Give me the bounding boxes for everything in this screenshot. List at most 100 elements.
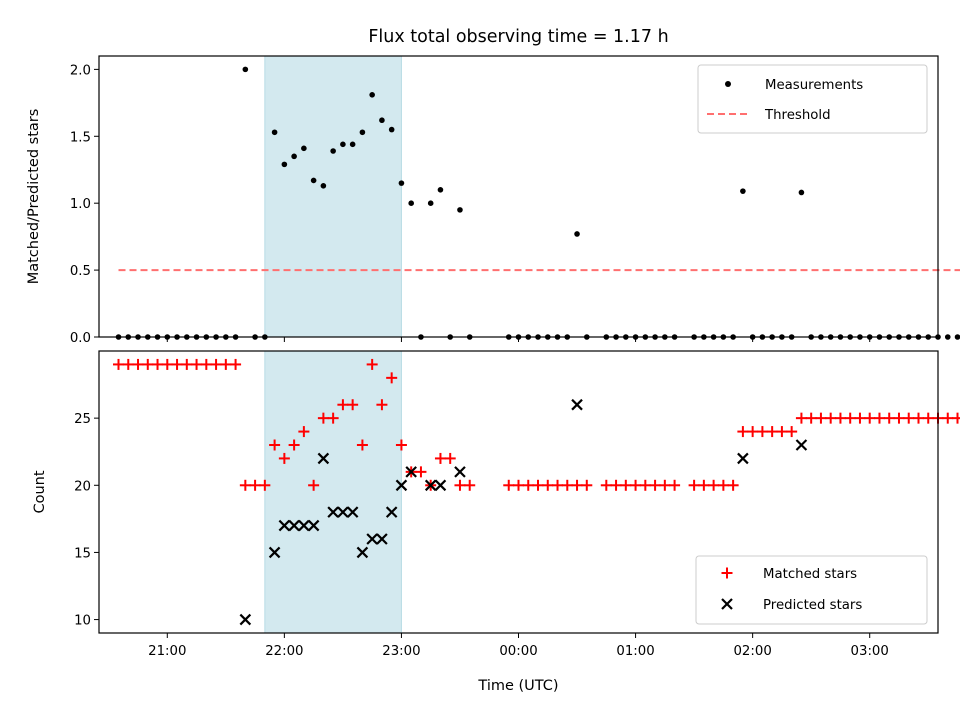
matched-star-point: [366, 358, 378, 370]
matched-star-point: [298, 426, 310, 438]
matched-star-point: [649, 479, 661, 491]
matched-star-point: [552, 479, 564, 491]
matched-star-point: [864, 412, 876, 424]
bottom-x-axis-ticks: 21:00 22:00 23:00 00:00 01:00 02:00 03:00: [148, 633, 889, 659]
matched-star-point: [922, 412, 934, 424]
bottom-legend-box: [695, 555, 928, 625]
measurement-point: [242, 66, 249, 73]
matched-stars-legend-symbol: [721, 567, 733, 579]
x-tick-label: 01:00: [616, 644, 654, 659]
predicted-star-point: [288, 519, 300, 532]
matched-star-point: [669, 479, 681, 491]
measurement-point: [359, 129, 366, 136]
predicted-star-point: [307, 519, 320, 532]
measurement-point: [740, 188, 746, 194]
matched-star-point: [454, 479, 466, 491]
y-tick-label: 15: [74, 546, 91, 561]
matched-star-point: [844, 412, 856, 424]
x-tick-label: 03:00: [851, 644, 889, 659]
matched-star-point: [776, 426, 788, 438]
predicted-star-point: [346, 506, 359, 518]
x-tick-label: 02:00: [733, 644, 771, 659]
measurement-point: [320, 182, 327, 189]
matched-star-point: [327, 412, 339, 424]
matched-star-point: [805, 412, 817, 424]
matched-star-point: [737, 426, 749, 438]
x-axis-label: Time (UTC): [477, 678, 558, 694]
matched-star-point: [883, 412, 895, 424]
matched-star-point: [834, 412, 846, 424]
y-tick-label: 0.5: [70, 264, 91, 279]
bottom-y-axis-label: Count: [32, 470, 48, 513]
predicted-star-point: [268, 546, 281, 559]
matched-star-point: [171, 358, 183, 370]
matched-star-point: [434, 452, 446, 464]
y-tick-label: 1.0: [70, 197, 91, 212]
y-tick-label: 20: [74, 479, 91, 494]
predicted-star-point: [327, 506, 339, 518]
matched-star-point: [142, 358, 154, 370]
predicted-star-point: [239, 613, 252, 626]
measurement-point: [340, 141, 346, 148]
top-legend-box: [697, 64, 928, 134]
matched-star-point: [464, 479, 476, 491]
measurement-point: [301, 145, 307, 152]
matched-star-point: [542, 479, 554, 491]
matched-star-point: [376, 399, 388, 411]
matched-star-point: [825, 412, 837, 424]
matched-star-point: [639, 479, 651, 491]
predicted-stars-legend-symbol: [721, 598, 733, 610]
measurement-point: [379, 117, 385, 124]
top-y-axis-label: Matched/Predicted stars: [26, 109, 42, 285]
measurement-point: [291, 153, 297, 160]
y-tick-label: 2.0: [70, 63, 91, 78]
predicted-star-point: [298, 519, 310, 532]
matched-star-point: [386, 372, 398, 384]
top-x-axis-ticks: [166, 337, 871, 342]
observing-window-shading: [264, 350, 402, 634]
predicted-star-point: [795, 439, 808, 451]
matched-star-point: [308, 479, 320, 491]
count-panel: 10 15 20 25 21:00 22:00 23:00 00:00 01:00 02:00 0…: [32, 350, 960, 694]
predicted-star-point: [434, 479, 447, 492]
matched-star-point: [132, 358, 144, 370]
matched-star-point: [659, 479, 671, 491]
measurement-point: [310, 177, 317, 184]
matched-star-point: [942, 412, 954, 424]
matched-star-point: [786, 426, 798, 438]
measurement-point: [944, 334, 951, 340]
matched-star-point: [522, 479, 534, 491]
matched-star-point: [395, 439, 407, 451]
matched-star-point: [269, 439, 281, 451]
matched-star-point: [815, 412, 827, 424]
matched-star-point: [191, 358, 203, 370]
measurement-point: [427, 200, 434, 206]
matched-star-point: [766, 426, 778, 438]
measurements-legend-label: Measurements: [765, 78, 863, 93]
measurement-point: [954, 334, 960, 340]
matched-star-point: [571, 479, 583, 491]
measurement-point: [369, 92, 375, 98]
predicted-star-point: [376, 533, 388, 545]
matched-star-point: [122, 358, 134, 370]
matched-star-point: [259, 479, 271, 491]
top-legend: Measurements Threshold: [697, 64, 928, 134]
measurements-legend-marker: [725, 81, 731, 87]
matched-star-point: [727, 479, 739, 491]
measurement-point: [330, 148, 336, 154]
measurement-point: [798, 189, 805, 196]
predicted-star-point: [366, 533, 378, 545]
matched-star-point: [600, 479, 612, 491]
observing-window-shading: [264, 55, 402, 338]
y-tick-label: 25: [74, 412, 91, 427]
measurement-point: [281, 161, 288, 168]
matched-star-point: [795, 412, 807, 424]
measurement-point: [457, 207, 463, 213]
matched-star-point: [952, 412, 960, 424]
matched-star-point: [356, 439, 368, 451]
matched-star-point: [152, 358, 164, 370]
predicted-star-point: [405, 466, 417, 478]
matched-star-point: [698, 479, 710, 491]
measurement-point: [388, 126, 395, 133]
matched-star-point: [903, 412, 915, 424]
